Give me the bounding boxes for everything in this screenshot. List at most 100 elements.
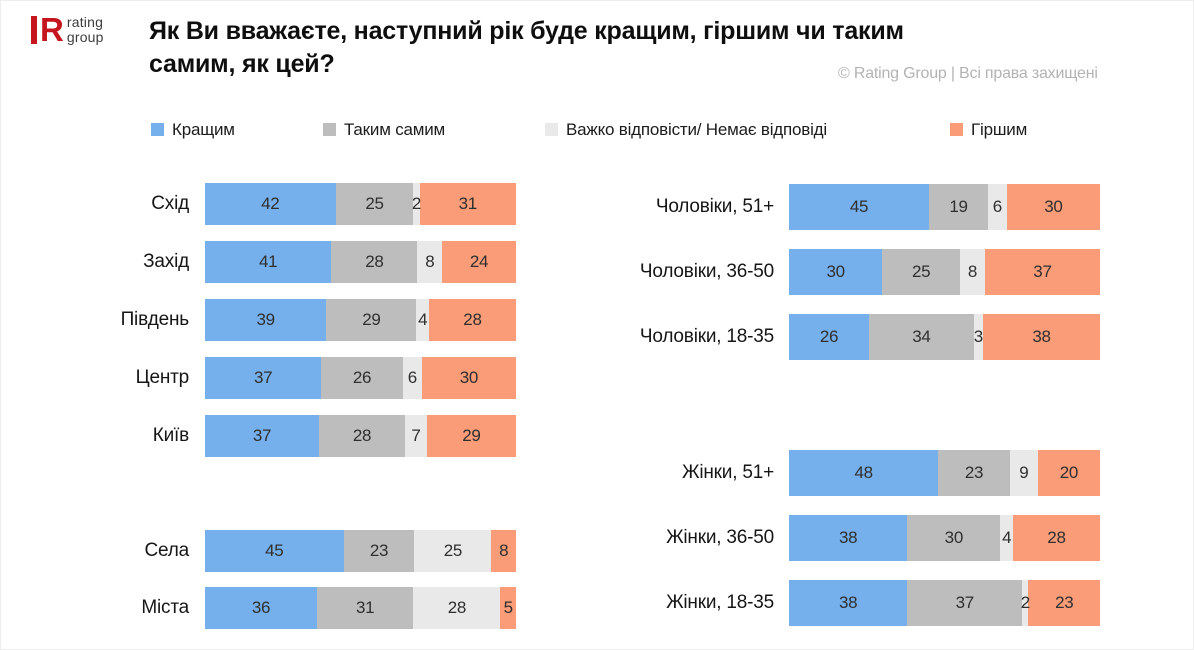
stacked-bar: 42 25 2 31 bbox=[205, 183, 516, 225]
stacked-bar: 26 34 3 38 bbox=[789, 314, 1100, 360]
row-label: Схід bbox=[151, 193, 189, 214]
legend-swatch-icon bbox=[323, 123, 336, 136]
stacked-bar: 37 26 6 30 bbox=[205, 357, 516, 399]
segment-value: 38 bbox=[1032, 327, 1051, 346]
title-line-2: самим, як цей? bbox=[149, 49, 335, 78]
bar-segment: 34 bbox=[869, 314, 974, 360]
stacked-bar: 45 19 6 30 bbox=[789, 184, 1100, 230]
row-label: Чоловіки, 51+ bbox=[655, 196, 774, 217]
segment-value: 8 bbox=[967, 262, 978, 281]
bar-row: Жінки, 36-50 38 30 4 28 bbox=[601, 515, 1100, 561]
bar-segment: 41 bbox=[205, 241, 332, 283]
bar-segment: 8 bbox=[960, 249, 985, 295]
segment-value: 39 bbox=[256, 310, 275, 329]
bar-segment: 2 bbox=[1020, 580, 1030, 626]
bar-segment: 30 bbox=[1006, 184, 1100, 230]
segment-value: 30 bbox=[459, 368, 479, 387]
chart-group-settlement: Села 45 23 25 8 Міста 36 31 28 5 bbox=[31, 530, 517, 644]
bar-segment: 4 bbox=[1000, 515, 1013, 561]
row-label: Чоловіки, 18-35 bbox=[639, 326, 774, 347]
row-label: Жінки, 36-50 bbox=[666, 527, 774, 548]
row-label: Міста bbox=[141, 597, 189, 618]
logo-wordmark: rating group bbox=[67, 15, 104, 45]
row-label: Захід bbox=[143, 251, 189, 272]
segment-value: 38 bbox=[838, 593, 858, 612]
bar-segment: 28 bbox=[1012, 515, 1100, 561]
stacked-bar: 45 23 25 8 bbox=[205, 530, 517, 572]
segment-value: 8 bbox=[425, 252, 435, 271]
legend-item: Важко відповісти/ Немає відповіді bbox=[545, 120, 827, 139]
legend-swatch-icon bbox=[950, 123, 963, 136]
bar-segment: 3 bbox=[973, 314, 983, 360]
row-label: Київ bbox=[152, 425, 189, 446]
chart-group-women: Жінки, 51+ 48 23 9 20 Жінки, 36-50 38 30 4 28 Жінк… bbox=[601, 450, 1100, 645]
segment-value: 30 bbox=[826, 262, 845, 281]
row-label: Центр bbox=[135, 367, 190, 388]
segment-value: 30 bbox=[944, 528, 964, 547]
legend-item: Кращим bbox=[151, 120, 235, 139]
segment-value: 29 bbox=[362, 310, 381, 329]
bar-segment: 20 bbox=[1037, 450, 1100, 496]
bar-segment: 26 bbox=[321, 357, 403, 399]
bar-row: Київ 37 28 7 29 bbox=[31, 415, 516, 457]
segment-value: 26 bbox=[352, 368, 372, 387]
bar-segment: 37 bbox=[907, 580, 1023, 626]
segment-value: 20 bbox=[1059, 463, 1079, 482]
logo-word-rating: rating bbox=[66, 13, 104, 30]
bar-segment: 2 bbox=[411, 183, 422, 225]
segment-value: 41 bbox=[258, 252, 278, 271]
bar-segment: 23 bbox=[938, 450, 1010, 496]
segment-value: 25 bbox=[443, 541, 463, 560]
bar-segment: 42 bbox=[205, 183, 336, 225]
bar-row: Міста 36 31 28 5 bbox=[31, 587, 516, 629]
segment-value: 2 bbox=[411, 194, 422, 213]
bar-row: Чоловіки, 18-35 26 34 3 38 bbox=[601, 314, 1100, 360]
segment-value: 25 bbox=[365, 194, 384, 213]
bar-segment: 6 bbox=[988, 184, 1007, 230]
bar-segment: 24 bbox=[442, 241, 517, 283]
segment-value: 36 bbox=[251, 598, 271, 617]
segment-value: 37 bbox=[252, 426, 272, 445]
segment-value: 2 bbox=[1020, 593, 1030, 612]
segment-value: 45 bbox=[849, 197, 869, 216]
row-label: Чоловіки, 36-50 bbox=[639, 261, 774, 282]
segment-value: 25 bbox=[912, 262, 931, 281]
bar-segment: 9 bbox=[1009, 450, 1038, 496]
segment-value: 34 bbox=[912, 327, 931, 346]
bar-segment: 38 bbox=[789, 515, 908, 561]
bar-segment: 23 bbox=[343, 530, 415, 572]
bar-segment: 30 bbox=[907, 515, 1001, 561]
bar-segment: 23 bbox=[1028, 580, 1100, 626]
stacked-bar: 38 30 4 28 bbox=[789, 515, 1100, 561]
stacked-bar: 38 37 2 23 bbox=[789, 580, 1100, 626]
bar-segment: 45 bbox=[789, 184, 929, 230]
bar-row: Жінки, 18-35 38 37 2 23 bbox=[601, 580, 1100, 626]
legend-label: Кращим bbox=[172, 119, 235, 139]
bar-segment: 25 bbox=[882, 249, 961, 295]
segment-value: 28 bbox=[1047, 528, 1066, 547]
stacked-bar: 39 29 4 28 bbox=[205, 299, 516, 341]
bar-segment: 8 bbox=[417, 241, 443, 283]
bar-segment: 29 bbox=[426, 415, 516, 457]
legend-item: Гіршим bbox=[950, 120, 1027, 139]
bar-segment: 30 bbox=[421, 357, 516, 399]
bar-segment: 29 bbox=[326, 299, 417, 341]
segment-value: 30 bbox=[1044, 197, 1063, 216]
segment-value: 31 bbox=[356, 598, 375, 617]
row-label: Жінки, 18-35 bbox=[666, 592, 774, 613]
bar-row: Чоловіки, 36-50 30 25 8 37 bbox=[601, 249, 1100, 295]
stacked-bar: 48 23 9 20 bbox=[789, 450, 1100, 496]
legend-label: Таким самим bbox=[344, 119, 446, 139]
bar-row: Жінки, 51+ 48 23 9 20 bbox=[601, 450, 1100, 496]
segment-value: 28 bbox=[447, 598, 467, 617]
segment-value: 29 bbox=[462, 426, 481, 445]
segment-value: 23 bbox=[964, 463, 984, 482]
row-label: Села bbox=[144, 540, 189, 561]
row-label: Жінки, 51+ bbox=[682, 462, 774, 483]
legend-label: Важко відповісти/ Немає відповіді bbox=[566, 119, 827, 139]
bar-segment: 45 bbox=[205, 530, 344, 572]
bar-segment: 30 bbox=[789, 249, 883, 295]
legend-swatch-icon bbox=[151, 123, 164, 136]
bar-row: Південь 39 29 4 28 bbox=[31, 299, 516, 341]
